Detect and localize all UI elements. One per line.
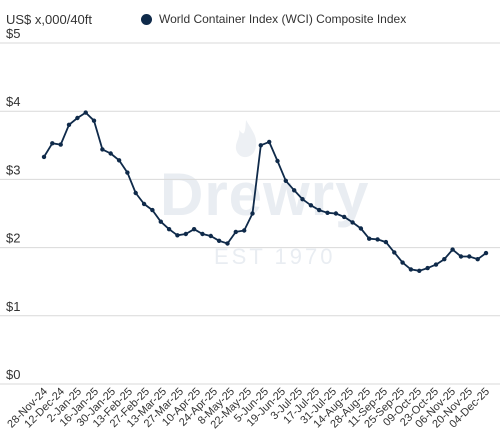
legend-label: World Container Index (WCI) Composite In… — [159, 12, 407, 26]
data-point — [450, 247, 455, 252]
data-point — [292, 188, 297, 193]
data-point — [233, 229, 238, 235]
data-point — [383, 239, 389, 245]
legend-dot-icon — [141, 13, 152, 25]
y-tick-label: $4 — [6, 94, 20, 109]
data-point — [100, 147, 105, 152]
data-point — [458, 254, 464, 259]
y-tick-label: $1 — [6, 299, 20, 314]
data-point — [242, 228, 247, 233]
data-point — [392, 250, 397, 255]
legend: World Container Index (WCI) Composite In… — [141, 12, 406, 26]
data-point — [133, 190, 138, 196]
y-tick-label: $5 — [6, 26, 20, 41]
data-point — [467, 254, 472, 259]
data-point — [91, 118, 97, 123]
data-point — [66, 122, 72, 128]
data-point — [350, 220, 355, 225]
data-point — [358, 226, 364, 231]
data-point — [250, 211, 255, 216]
y-tick-label: $0 — [6, 367, 20, 382]
data-point — [191, 227, 197, 232]
data-point — [50, 141, 55, 146]
data-point — [475, 257, 480, 262]
data-point — [275, 158, 280, 164]
series-line — [43, 111, 487, 272]
data-point — [333, 211, 339, 216]
data-point — [300, 197, 305, 202]
data-point — [83, 110, 88, 115]
data-point — [375, 237, 380, 242]
data-point — [116, 158, 122, 163]
data-point — [342, 214, 347, 220]
data-point — [283, 178, 288, 183]
data-point — [417, 268, 422, 273]
data-point — [258, 143, 263, 148]
data-point — [483, 250, 489, 256]
data-point — [400, 260, 405, 265]
y-tick-label: $2 — [6, 231, 20, 246]
data-point — [200, 231, 205, 237]
data-point — [308, 203, 314, 208]
data-point — [75, 115, 80, 121]
data-point — [158, 219, 163, 224]
data-point — [150, 207, 155, 213]
data-point — [408, 267, 414, 272]
data-point — [317, 207, 322, 213]
data-point — [208, 233, 213, 239]
y-tick-label: $3 — [6, 162, 20, 177]
data-point — [58, 142, 63, 147]
data-point — [175, 233, 180, 238]
data-point — [225, 241, 230, 246]
y-axis-unit-label: US$ x,000/40ft — [6, 12, 92, 27]
data-point — [433, 262, 439, 267]
data-point — [216, 238, 222, 243]
data-point — [442, 257, 447, 262]
data-point — [183, 231, 188, 237]
data-point — [367, 236, 372, 241]
data-point — [108, 151, 113, 156]
data-point — [267, 139, 272, 145]
data-point — [41, 154, 47, 160]
data-point — [166, 227, 172, 232]
data-point — [141, 201, 147, 207]
data-point — [325, 210, 330, 215]
data-point — [125, 170, 130, 175]
data-point — [425, 265, 430, 271]
